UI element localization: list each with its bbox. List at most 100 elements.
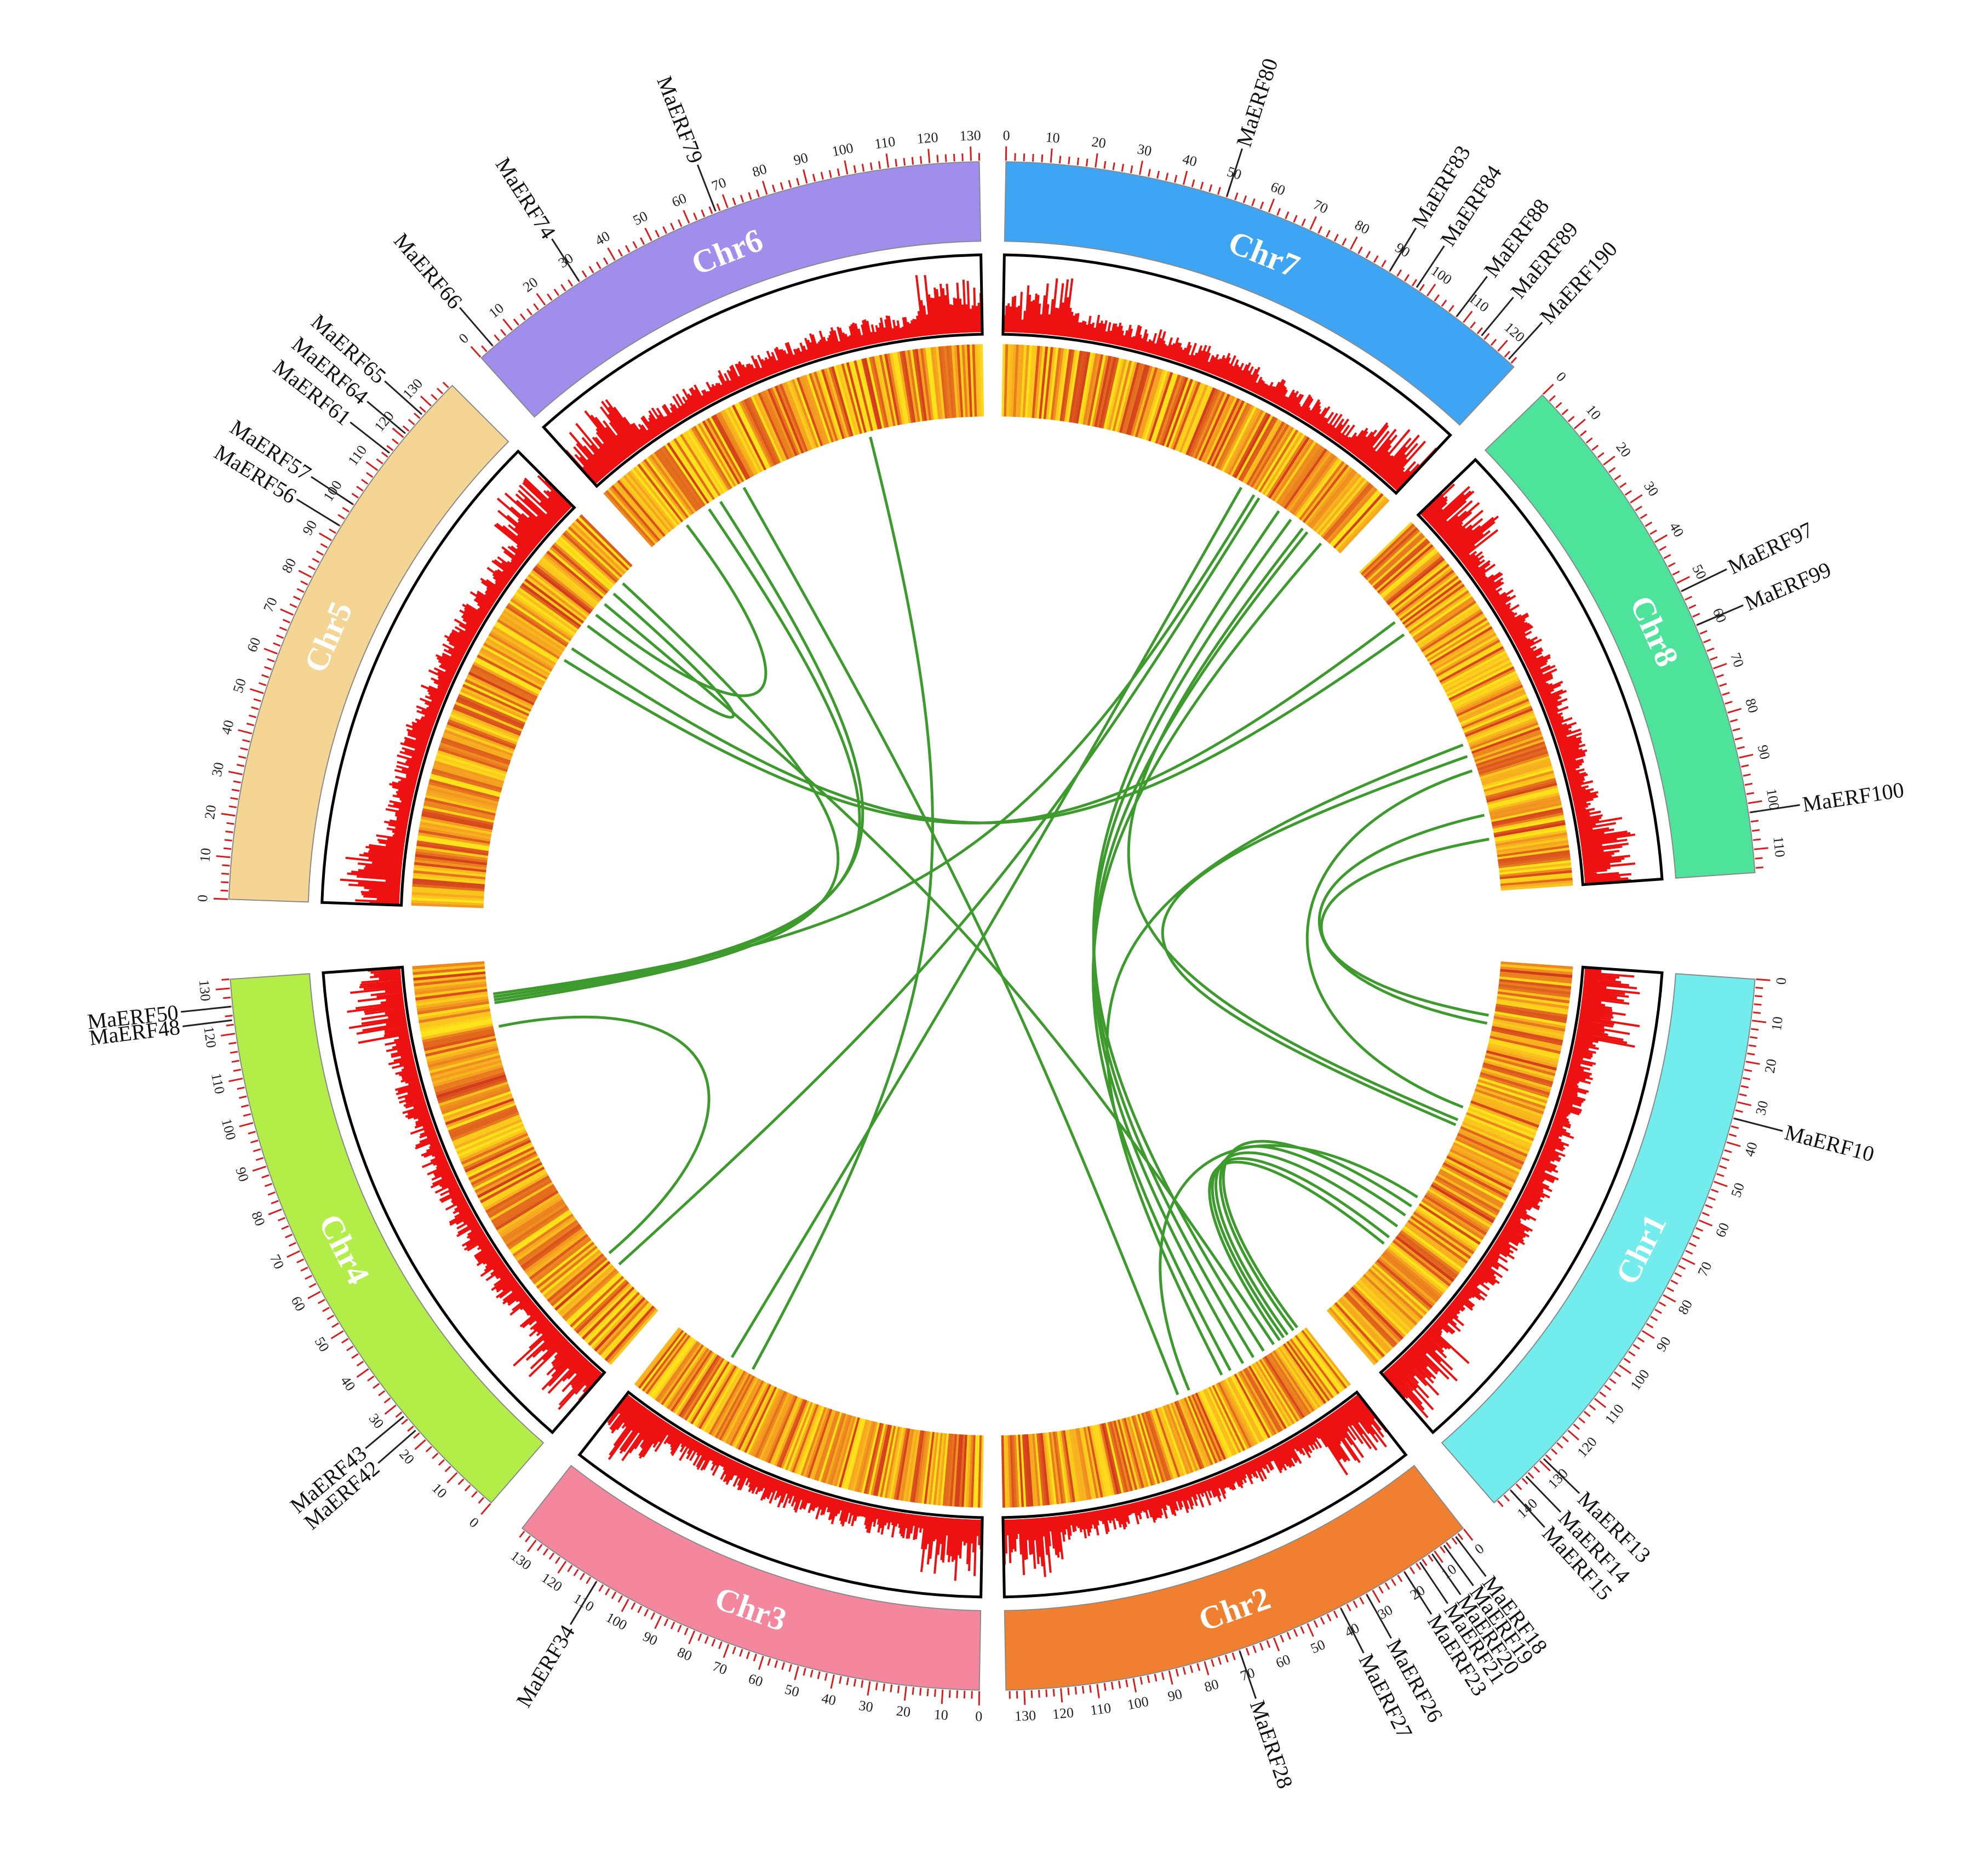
heatmap-cell (437, 1079, 508, 1104)
heatmap-cell (1215, 402, 1250, 469)
heatmap-cell (672, 1351, 714, 1414)
heatmap-cell (856, 359, 876, 431)
heatmap-cell (1081, 1427, 1096, 1499)
heatmap-cell (1041, 346, 1051, 419)
heatmap-cell (752, 1390, 784, 1457)
heatmap-cell (419, 1008, 491, 1023)
heatmap-cell (1408, 1217, 1470, 1262)
heatmap-cell (763, 1394, 794, 1462)
heatmap-cell (413, 966, 485, 975)
heatmap-cell (1034, 1433, 1043, 1506)
heatmap-cell (673, 438, 715, 500)
heatmap-cell (1314, 474, 1362, 532)
heatmap-cell (1495, 1006, 1567, 1021)
heatmap-cell (1431, 1182, 1496, 1221)
heatmap-cell (1499, 860, 1571, 871)
heatmap-cell (1046, 347, 1057, 420)
heatmap-cell (458, 694, 526, 725)
tick-label: 100 (219, 1117, 239, 1142)
tick-label: 30 (209, 761, 227, 778)
heatmap-cell (1248, 1365, 1287, 1429)
heatmap-cell (1256, 428, 1297, 491)
heatmap-cell (1466, 1109, 1536, 1139)
heatmap-cell (697, 422, 737, 487)
heatmap-cell (649, 1337, 694, 1398)
heatmap-cell (1394, 1238, 1453, 1285)
heatmap-cell (1440, 1166, 1506, 1204)
heatmap-cell (548, 548, 605, 598)
heatmap-cell (806, 374, 832, 443)
heatmap-cell (1160, 1406, 1187, 1475)
heatmap-cell (1144, 370, 1168, 440)
heatmap-cell (1029, 345, 1038, 418)
heatmap-cell (662, 445, 706, 507)
heatmap-cell (1128, 365, 1150, 436)
heatmap-cell (1464, 1117, 1532, 1147)
gene-position-labels: MaERF10MaERF13MaERF14MaERF15MaERF18MaERF… (86, 55, 1905, 1792)
heatmap-cell (836, 364, 858, 436)
heatmap-cell (420, 819, 492, 835)
heatmap-cell (866, 357, 885, 429)
histogram-frame (1001, 1390, 1408, 1599)
tick-label: 90 (1166, 1686, 1184, 1704)
heatmap-cell (478, 1164, 544, 1201)
heatmap-cell (879, 354, 896, 426)
heatmap-cell (411, 897, 484, 903)
heatmap-cell (411, 891, 484, 899)
heatmap-cell (1097, 1424, 1115, 1496)
heatmap-cell (720, 410, 757, 476)
heatmap-cell (680, 1355, 721, 1418)
gene-leader-line (1403, 1571, 1433, 1615)
heatmap-cell (1387, 558, 1445, 606)
heatmap-cell (1170, 1403, 1198, 1472)
heatmap-cell (1423, 615, 1486, 656)
heatmap-cell (416, 843, 489, 856)
heatmap-cell (429, 776, 501, 798)
heatmap-cell (1258, 430, 1299, 493)
heatmap-cell (750, 1389, 783, 1456)
heatmap-cell (422, 810, 494, 828)
heatmap-cell (603, 491, 654, 547)
heatmap-cell (1254, 426, 1294, 490)
heatmap-cell (422, 1028, 494, 1046)
heatmap-cell (598, 1300, 649, 1356)
tick-label: 10 (1583, 402, 1604, 423)
heatmap-cell (1304, 466, 1351, 525)
heatmap-cell (1183, 386, 1213, 455)
heatmap-cell (416, 993, 488, 1006)
heatmap-cell (414, 983, 487, 995)
tick-label: 50 (1728, 1181, 1748, 1199)
heatmap-cell (743, 1386, 777, 1454)
heatmap-cell (1462, 1121, 1530, 1152)
heatmap-cell (1357, 1279, 1412, 1332)
heatmap-cell (1315, 476, 1364, 534)
tick-label: 0 (975, 1708, 983, 1724)
heatmap-cell (650, 454, 695, 514)
heatmap-cell (1443, 655, 1509, 691)
heatmap-cell (411, 889, 484, 896)
gene-leader-line (1416, 245, 1445, 288)
heatmap-cell (1422, 613, 1485, 655)
heatmap-cell (791, 379, 819, 448)
heatmap-cell (451, 1112, 520, 1141)
heatmap-cell (1493, 1016, 1566, 1032)
heatmap-cell (512, 596, 574, 639)
tick-label: 20 (896, 1703, 912, 1720)
heatmap-cell (414, 859, 487, 870)
heatmap-cell (936, 346, 946, 419)
heatmap-cell (1139, 369, 1164, 439)
heatmap-cell (1322, 482, 1372, 540)
heatmap-cell (1207, 398, 1240, 465)
tick-label: 30 (366, 1410, 387, 1431)
heatmap-cell (1205, 397, 1238, 464)
heatmap-cell (1336, 1300, 1388, 1356)
heatmap-cell (412, 886, 485, 894)
heatmap-cell (1025, 1434, 1034, 1507)
heatmap-cell (1421, 1199, 1484, 1241)
heatmap-cell (1119, 362, 1141, 433)
heatmap-cell (769, 1396, 800, 1464)
heatmap-cell (658, 448, 702, 509)
heatmap-cell (536, 563, 594, 610)
heatmap-cell (750, 396, 783, 463)
heatmap-cell (690, 1361, 730, 1424)
